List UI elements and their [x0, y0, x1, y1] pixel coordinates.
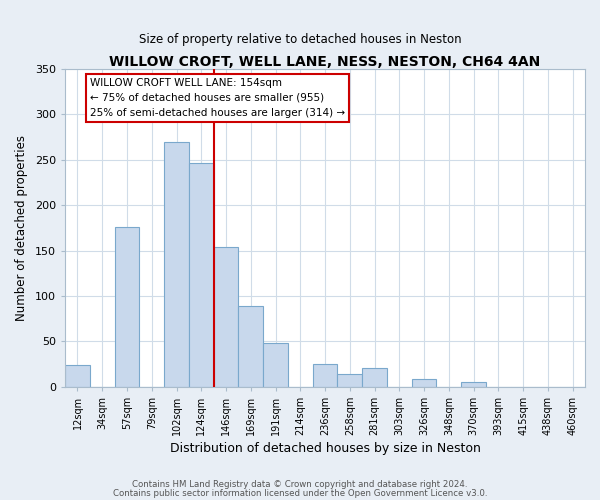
Bar — [214, 247, 238, 386]
Text: Contains public sector information licensed under the Open Government Licence v3: Contains public sector information licen… — [113, 488, 487, 498]
Bar — [238, 306, 263, 386]
Bar — [337, 374, 362, 386]
Bar — [313, 364, 337, 386]
Bar — [164, 142, 189, 386]
Bar — [65, 365, 90, 386]
Bar — [412, 380, 436, 386]
Text: Size of property relative to detached houses in Neston: Size of property relative to detached ho… — [139, 32, 461, 46]
Bar — [263, 343, 288, 386]
Bar — [115, 227, 139, 386]
Text: WILLOW CROFT WELL LANE: 154sqm
← 75% of detached houses are smaller (955)
25% of: WILLOW CROFT WELL LANE: 154sqm ← 75% of … — [90, 78, 345, 118]
Y-axis label: Number of detached properties: Number of detached properties — [15, 135, 28, 321]
X-axis label: Distribution of detached houses by size in Neston: Distribution of detached houses by size … — [170, 442, 481, 455]
Bar — [362, 368, 387, 386]
Text: Contains HM Land Registry data © Crown copyright and database right 2024.: Contains HM Land Registry data © Crown c… — [132, 480, 468, 489]
Bar — [189, 164, 214, 386]
Bar — [461, 382, 486, 386]
Title: WILLOW CROFT, WELL LANE, NESS, NESTON, CH64 4AN: WILLOW CROFT, WELL LANE, NESS, NESTON, C… — [109, 55, 541, 69]
